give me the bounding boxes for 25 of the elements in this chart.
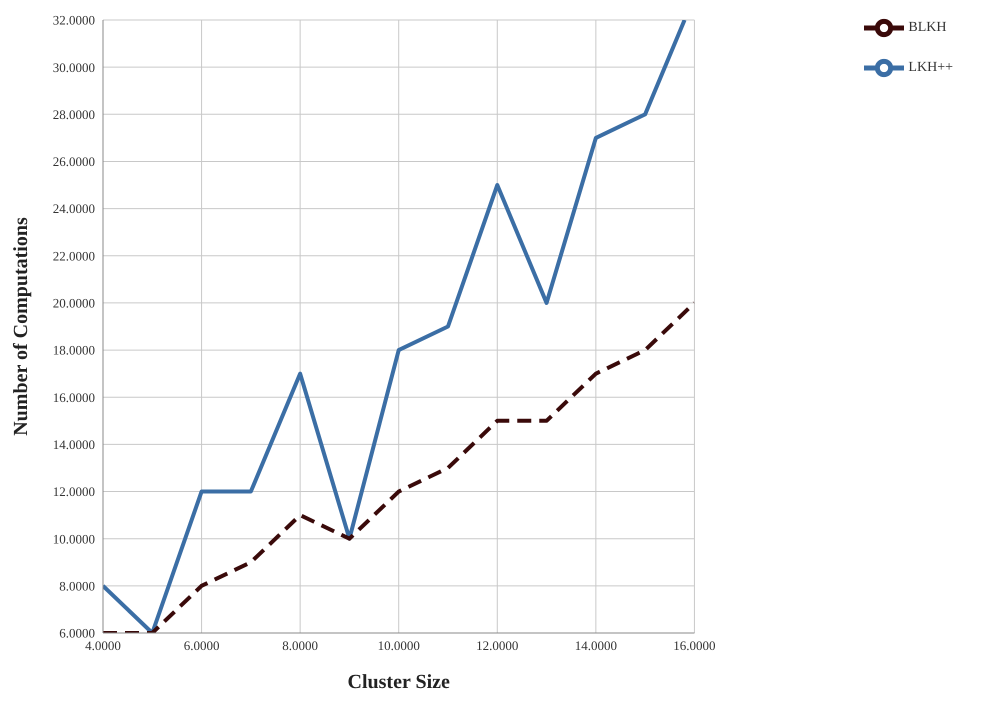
x-tick-label: 14.0000 — [574, 638, 617, 654]
y-tick-label: 30.0000 — [52, 60, 95, 75]
y-tick-label: 32.0000 — [52, 12, 95, 28]
x-tick-label: 10.0000 — [378, 638, 420, 654]
y-tick-label: 14.0000 — [52, 437, 95, 452]
y-tick-label: 16.0000 — [52, 390, 95, 405]
y-tick-label: 8.0000 — [59, 578, 95, 594]
y-tick-label: 18.0000 — [52, 342, 95, 358]
y-tick-label: 12.0000 — [52, 484, 95, 500]
y-tick-label: 28.0000 — [52, 106, 95, 122]
x-tick-label: 16.0000 — [673, 638, 716, 654]
x-tick-label: 4.0000 — [85, 638, 121, 654]
x-tick-label: 8.0000 — [282, 638, 318, 654]
legend-label: BLKH — [908, 20, 947, 36]
y-tick-label: 26.0000 — [52, 154, 95, 170]
y-tick-label: 20.0000 — [52, 296, 95, 311]
y-tick-label: 10.0000 — [52, 531, 95, 546]
x-axis-title: Cluster Size — [348, 671, 450, 693]
x-tick-label: 6.0000 — [184, 638, 220, 654]
y-tick-label: 22.0000 — [52, 248, 95, 264]
legend-label: LKH++ — [908, 60, 953, 76]
y-tick-label: 24.0000 — [52, 201, 95, 216]
y-tick-label: 6.0000 — [59, 626, 95, 641]
x-tick-label: 12.0000 — [476, 638, 518, 654]
y-axis-title: Number of Computations — [10, 217, 32, 436]
